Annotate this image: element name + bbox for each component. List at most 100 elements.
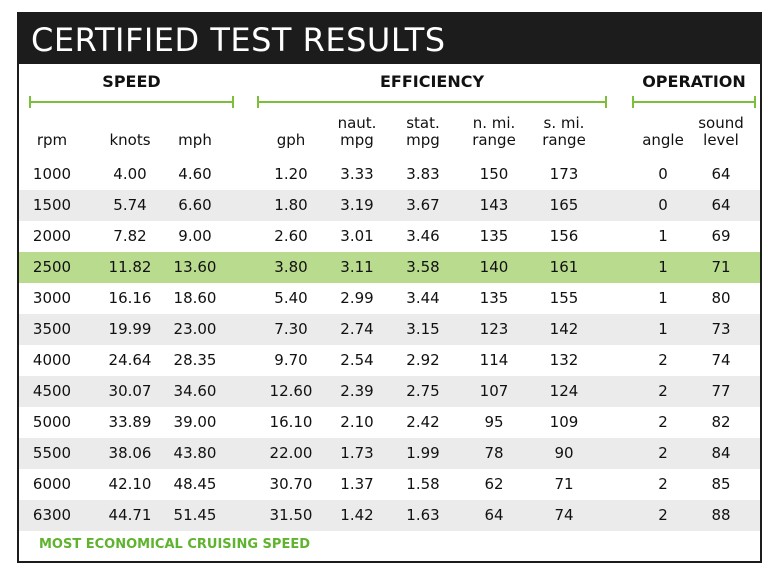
group-speed-label: SPEED bbox=[102, 72, 161, 91]
column-header-knots: knots bbox=[109, 109, 150, 149]
cell-sound-level: 71 bbox=[711, 258, 731, 276]
cell-s-mi-range: 74 bbox=[554, 506, 574, 524]
cell-gph: 2.60 bbox=[274, 227, 308, 245]
column-header-n-mi-range: n. mi. range bbox=[472, 109, 516, 149]
cell-sound-level: 69 bbox=[711, 227, 731, 245]
cell-s-mi-range: 155 bbox=[549, 289, 579, 307]
cell-mph: 43.80 bbox=[173, 444, 217, 462]
cell-gph: 22.00 bbox=[269, 444, 313, 462]
cell-gph: 7.30 bbox=[274, 320, 308, 338]
cell-sound-level: 85 bbox=[711, 475, 731, 493]
cell-mph: 23.00 bbox=[173, 320, 217, 338]
cell-angle: 2 bbox=[658, 351, 668, 369]
cell-naut-mpg: 2.74 bbox=[340, 320, 374, 338]
column-header-line: mpg bbox=[406, 131, 440, 149]
column-header-line: angle bbox=[642, 131, 684, 149]
cell-stat-mpg: 1.99 bbox=[406, 444, 440, 462]
column-header-line: gph bbox=[276, 131, 306, 149]
cell-s-mi-range: 109 bbox=[549, 413, 579, 431]
cell-stat-mpg: 3.67 bbox=[406, 196, 440, 214]
column-header-line: level bbox=[703, 131, 739, 149]
cell-gph: 30.70 bbox=[269, 475, 313, 493]
column-header-angle: angle bbox=[642, 109, 684, 149]
cell-knots: 44.71 bbox=[108, 506, 152, 524]
cell-rpm: 5000 bbox=[32, 413, 72, 431]
cell-rpm: 2000 bbox=[32, 227, 72, 245]
cell-knots: 4.00 bbox=[113, 165, 147, 183]
cell-n-mi-range: 107 bbox=[479, 382, 509, 400]
cell-angle: 2 bbox=[658, 413, 668, 431]
cell-stat-mpg: 3.46 bbox=[406, 227, 440, 245]
cell-sound-level: 64 bbox=[711, 196, 731, 214]
column-header-line: n. mi. bbox=[472, 114, 516, 132]
table-row: 1000 4.00 4.60 1.20 3.33 3.83 150 173 0 64 bbox=[19, 159, 760, 190]
cell-sound-level: 73 bbox=[711, 320, 731, 338]
cell-rpm: 1500 bbox=[32, 196, 72, 214]
group-operation-bracket bbox=[632, 101, 756, 103]
cell-mph: 18.60 bbox=[173, 289, 217, 307]
group-operation-bracket-left bbox=[632, 96, 634, 108]
cell-n-mi-range: 135 bbox=[479, 289, 509, 307]
group-operation-bracket-right bbox=[754, 96, 756, 108]
column-header-line: mpg bbox=[340, 131, 374, 149]
cell-gph: 1.20 bbox=[274, 165, 308, 183]
cell-angle: 2 bbox=[658, 444, 668, 462]
cell-n-mi-range: 135 bbox=[479, 227, 509, 245]
cell-knots: 5.74 bbox=[113, 196, 147, 214]
cell-sound-level: 64 bbox=[711, 165, 731, 183]
cell-naut-mpg: 2.10 bbox=[340, 413, 374, 431]
cell-naut-mpg: 2.39 bbox=[340, 382, 374, 400]
cell-angle: 2 bbox=[658, 475, 668, 493]
column-header-line: knots bbox=[109, 131, 151, 149]
cell-angle: 2 bbox=[658, 506, 668, 524]
column-header-naut-mpg: naut. mpg bbox=[338, 109, 377, 149]
cell-naut-mpg: 1.73 bbox=[340, 444, 374, 462]
cell-stat-mpg: 2.75 bbox=[406, 382, 440, 400]
cell-knots: 7.82 bbox=[113, 227, 147, 245]
table-row: 5500 38.06 43.80 22.00 1.73 1.99 78 90 2 84 bbox=[19, 438, 760, 469]
cell-gph: 5.40 bbox=[274, 289, 308, 307]
cell-stat-mpg: 3.58 bbox=[406, 258, 440, 276]
cell-mph: 4.60 bbox=[178, 165, 212, 183]
group-speed-bracket-left bbox=[29, 96, 31, 108]
cell-stat-mpg: 3.15 bbox=[406, 320, 440, 338]
title-bar: CERTIFIED TEST RESULTS bbox=[19, 14, 760, 64]
cell-stat-mpg: 1.63 bbox=[406, 506, 440, 524]
cell-knots: 24.64 bbox=[108, 351, 152, 369]
cell-rpm: 1000 bbox=[32, 165, 72, 183]
cell-s-mi-range: 173 bbox=[549, 165, 579, 183]
column-header-sound-level: sound level bbox=[698, 109, 744, 149]
group-efficiency-label: EFFICIENCY bbox=[379, 72, 485, 91]
cell-mph: 9.00 bbox=[178, 227, 212, 245]
group-efficiency-bracket bbox=[257, 101, 607, 103]
cell-knots: 30.07 bbox=[108, 382, 152, 400]
group-speed-bracket-right bbox=[232, 96, 234, 108]
cell-naut-mpg: 3.19 bbox=[340, 196, 374, 214]
column-header-line: naut. bbox=[337, 114, 377, 132]
cell-naut-mpg: 2.54 bbox=[340, 351, 374, 369]
cell-knots: 11.82 bbox=[108, 258, 152, 276]
table-row: 4500 30.07 34.60 12.60 2.39 2.75 107 124 2 77 bbox=[19, 376, 760, 407]
cell-angle: 1 bbox=[658, 320, 668, 338]
cell-n-mi-range: 64 bbox=[484, 506, 504, 524]
cell-knots: 42.10 bbox=[108, 475, 152, 493]
cell-rpm: 3000 bbox=[32, 289, 72, 307]
column-header-rpm: rpm bbox=[37, 109, 67, 149]
cell-rpm: 6000 bbox=[32, 475, 72, 493]
column-header-line: sound bbox=[698, 114, 744, 132]
cell-n-mi-range: 95 bbox=[484, 413, 504, 431]
cell-s-mi-range: 124 bbox=[549, 382, 579, 400]
cell-knots: 19.99 bbox=[108, 320, 152, 338]
cell-n-mi-range: 114 bbox=[479, 351, 509, 369]
cell-gph: 12.60 bbox=[269, 382, 313, 400]
table-row: 5000 33.89 39.00 16.10 2.10 2.42 95 109 2 82 bbox=[19, 407, 760, 438]
cell-naut-mpg: 2.99 bbox=[340, 289, 374, 307]
cell-sound-level: 88 bbox=[711, 506, 731, 524]
cell-naut-mpg: 3.11 bbox=[340, 258, 374, 276]
cell-gph: 1.80 bbox=[274, 196, 308, 214]
table-row-highlighted: 2500 11.82 13.60 3.80 3.11 3.58 140 161 1 71 bbox=[19, 252, 760, 283]
cell-n-mi-range: 143 bbox=[479, 196, 509, 214]
cell-s-mi-range: 161 bbox=[549, 258, 579, 276]
cell-rpm: 2500 bbox=[32, 258, 72, 276]
group-efficiency-bracket-left bbox=[257, 96, 259, 108]
